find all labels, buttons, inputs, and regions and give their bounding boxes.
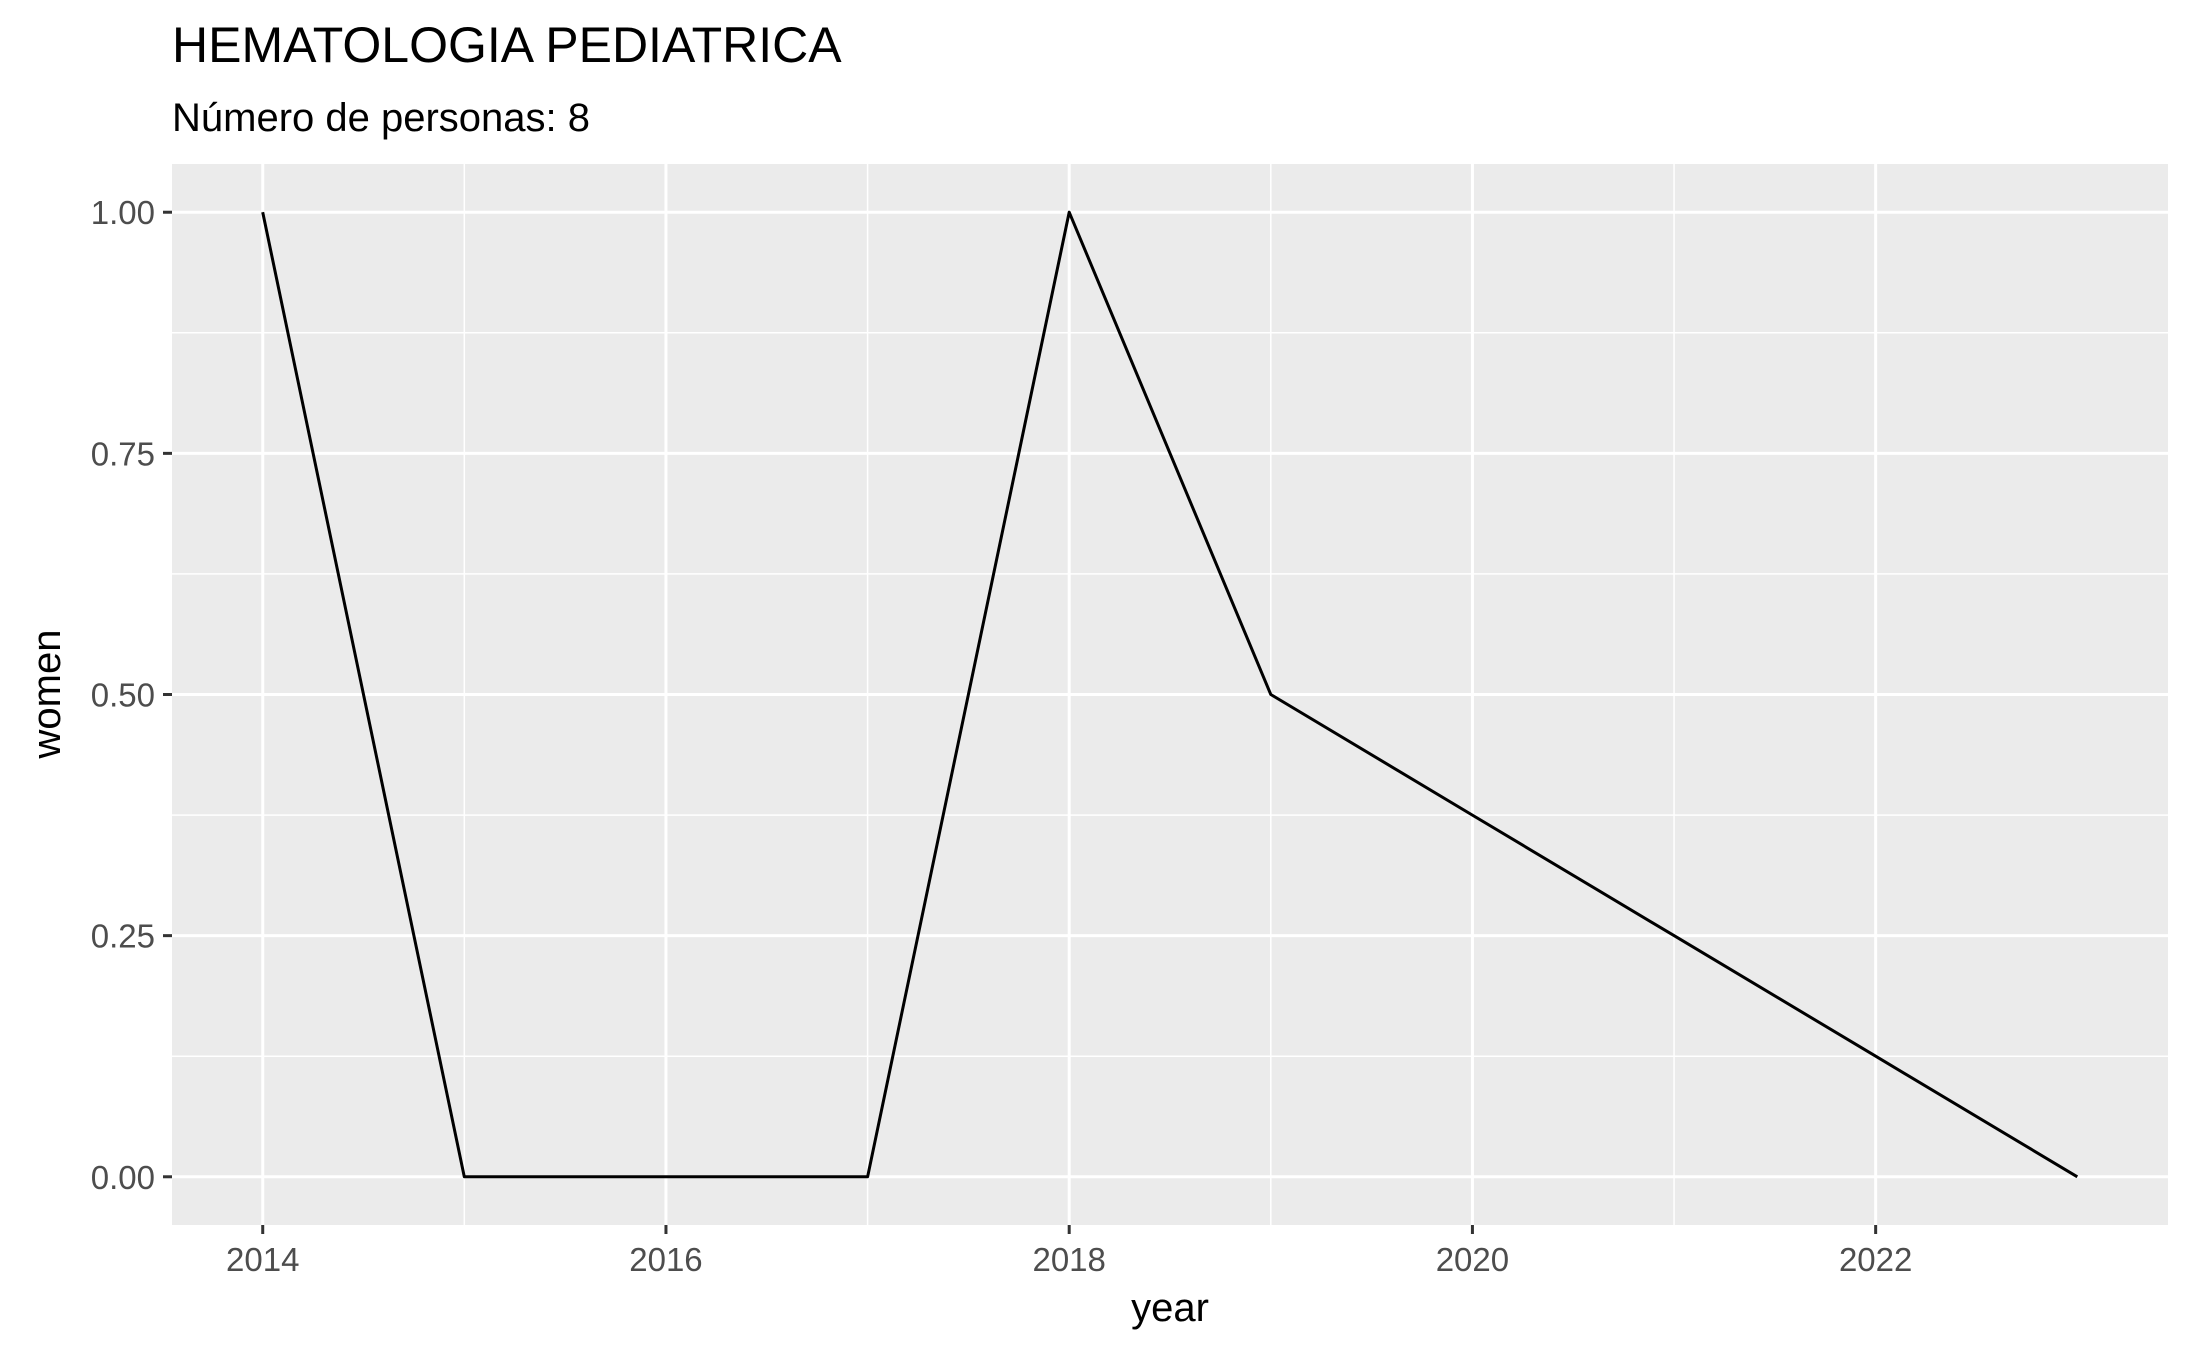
y-tick-label: 0.25 [91,918,155,955]
x-tick-label: 2022 [1839,1241,1912,1278]
y-axis: 0.00 0.25 0.50 0.75 1.00 [91,194,172,1196]
y-tick-label: 0.75 [91,435,155,472]
x-axis: 2014 2016 2018 2020 2022 [226,1225,1912,1278]
series-layer [261,210,2079,1179]
y-tick-label: 0.50 [91,677,155,714]
x-tick-label: 2020 [1436,1241,1509,1278]
y-axis-title: women [25,630,69,760]
y-tick-label: 0.00 [91,1159,155,1196]
x-tick-label: 2018 [1032,1241,1105,1278]
x-tick-label: 2014 [226,1241,299,1278]
y-tick-label: 1.00 [91,194,155,231]
chart-title: HEMATOLOGIA PEDIATRICA [172,17,842,73]
chart-subtitle: Número de personas: 8 [172,96,590,140]
series-line [261,210,2079,1179]
x-axis-title: year [1131,1286,1209,1330]
x-tick-label: 2016 [629,1241,702,1278]
minor-gridlines [172,164,2168,1225]
